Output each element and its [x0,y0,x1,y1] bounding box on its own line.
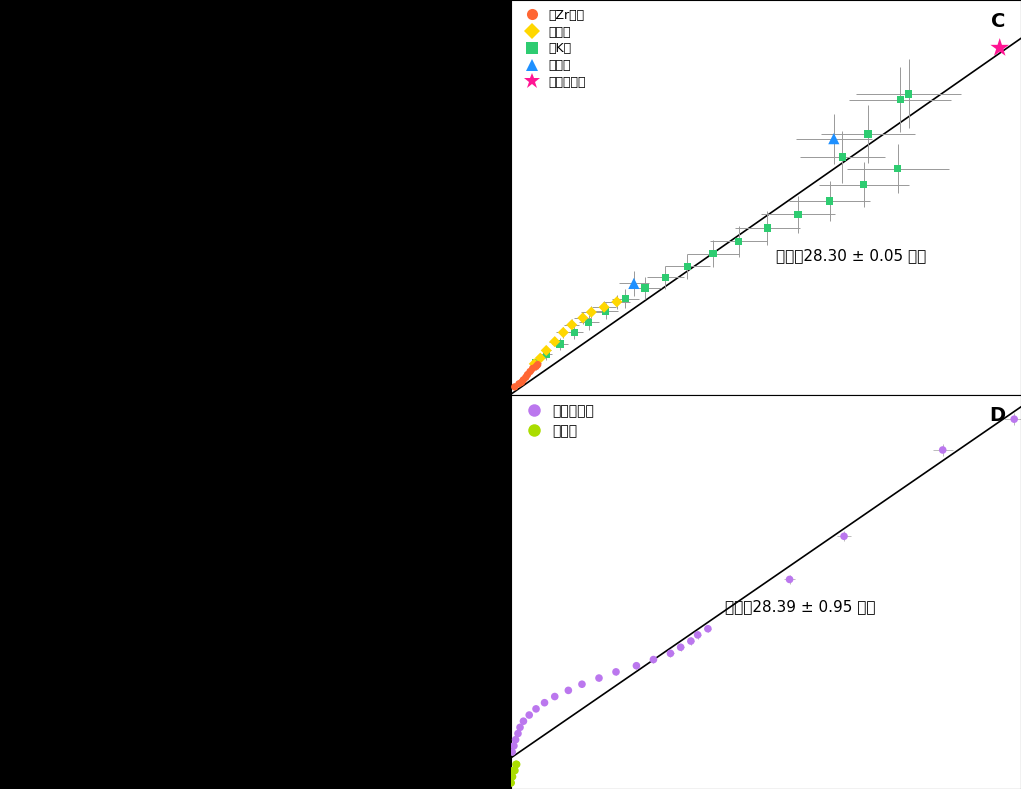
Point [526,357,542,370]
Point [575,312,591,324]
Point [510,377,527,390]
Point [536,697,552,709]
Point [1006,413,1021,425]
Text: 年龄：28.30 ± 0.05 亿年: 年龄：28.30 ± 0.05 亿年 [776,249,926,264]
Point [581,316,597,329]
X-axis label: $^{204}$Pb/$^{206}$Pb: $^{204}$Pb/$^{206}$Pb [727,420,805,439]
Point [504,746,521,758]
Point [515,374,531,387]
Point [645,653,662,666]
Point [574,678,590,690]
Point [699,623,716,635]
Point [628,660,644,672]
Point [564,319,580,331]
Point [901,88,917,100]
Point [609,296,625,308]
Point [538,344,554,357]
Text: D: D [989,406,1006,425]
Point [551,338,568,350]
Point [821,195,837,208]
Point [502,776,519,789]
Point [509,727,526,740]
Legend: 含Zr矿物, 磷灰石, 富K相, 陨硫铁, 月球初始铅: 含Zr矿物, 磷灰石, 富K相, 陨硫铁, 月球初始铅 [517,6,588,92]
Point [561,684,577,697]
Point [860,128,876,140]
Point [583,306,599,319]
Point [836,530,853,543]
Point [637,282,653,294]
Point [528,357,544,369]
Point [704,247,721,260]
Point [596,301,613,313]
Point [617,293,633,305]
Point [689,629,706,641]
Point [520,368,536,381]
Point [781,573,797,585]
Point [607,666,624,679]
Point [528,702,544,715]
Point [991,42,1008,54]
Point [503,770,520,783]
Point [546,690,563,703]
Point [760,222,776,234]
Point [683,634,699,647]
Point [730,235,746,248]
Point [532,352,548,365]
Point [507,734,524,746]
Point [505,765,522,777]
Point [514,376,530,388]
Point [516,715,532,727]
Point [679,260,695,272]
Point [834,151,850,163]
Point [663,647,679,660]
Point [505,739,522,752]
Point [506,380,523,393]
Point [505,765,522,777]
Point [506,765,523,777]
Point [528,361,544,373]
Point [504,770,521,783]
Point [566,326,582,338]
Point [508,758,525,771]
Point [530,358,546,371]
Text: 年龄：28.39 ± 0.95 亿年: 年龄：28.39 ± 0.95 亿年 [725,600,875,615]
Point [597,305,614,317]
Point [591,671,607,684]
Point [503,776,520,789]
Point [522,365,538,378]
Point [507,758,524,771]
Point [525,362,541,375]
Point [518,371,534,383]
Point [889,163,906,175]
Point [555,326,572,338]
Point [658,271,674,283]
Point [826,133,842,145]
Y-axis label: $^{87}$Sr/$^{86}$Sr: $^{87}$Sr/$^{86}$Sr [442,561,461,623]
Point [512,721,528,734]
Point [790,208,807,221]
Point [673,641,689,653]
Point [892,93,909,106]
Point [626,277,642,290]
Point [521,709,537,721]
Point [538,348,554,361]
Point [856,178,872,191]
Y-axis label: $^{207}$Pb/$^{206}$Pb: $^{207}$Pb/$^{206}$Pb [458,158,478,237]
Point [934,443,951,456]
Point [546,335,563,348]
Legend: 后期填充物, 斜长石: 后期填充物, 斜长石 [518,402,597,440]
Text: C: C [991,12,1006,31]
